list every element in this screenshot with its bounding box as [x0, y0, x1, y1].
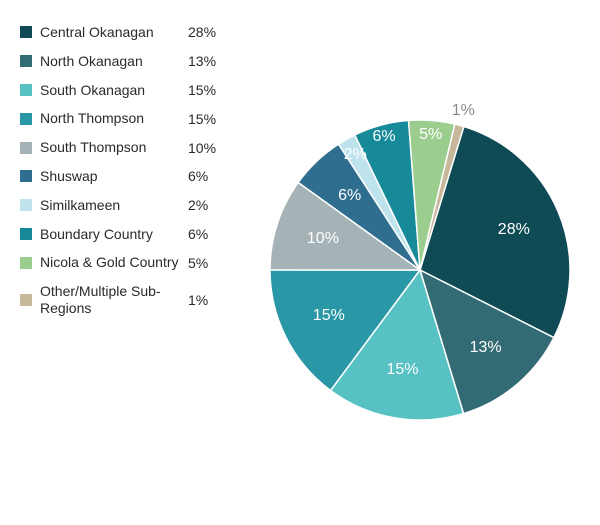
legend-swatch — [20, 257, 32, 269]
legend-percent: 15% — [188, 111, 230, 127]
slice-label: 15% — [386, 361, 418, 379]
legend-row: Other/Multiple Sub-Regions 1% — [20, 283, 230, 317]
legend-swatch — [20, 228, 32, 240]
legend-swatch — [20, 294, 32, 306]
slice-label: 28% — [498, 221, 530, 239]
slice-label: 1% — [452, 102, 475, 120]
legend-label: Other/Multiple Sub-Regions — [40, 283, 180, 317]
legend-label: North Thompson — [40, 110, 180, 127]
legend-swatch — [20, 55, 32, 67]
legend-row: Nicola & Gold Country 5% — [20, 254, 230, 271]
legend-swatch — [20, 170, 32, 182]
legend-percent: 10% — [188, 140, 230, 156]
legend-percent: 1% — [188, 292, 230, 308]
slice-label: 5% — [419, 126, 442, 144]
legend-swatch — [20, 113, 32, 125]
slice-label: 6% — [373, 128, 396, 146]
legend-row: South Okanagan 15% — [20, 82, 230, 99]
legend-percent: 13% — [188, 53, 230, 69]
legend-label: South Thompson — [40, 139, 180, 156]
legend-row: Central Okanagan 28% — [20, 24, 230, 41]
legend-row: Boundary Country 6% — [20, 226, 230, 243]
legend-percent: 6% — [188, 226, 230, 242]
legend: Central Okanagan 28% North Okanagan 13% Sout… — [20, 20, 230, 317]
legend-percent: 6% — [188, 168, 230, 184]
legend-percent: 15% — [188, 82, 230, 98]
legend-swatch — [20, 142, 32, 154]
legend-row: Similkameen 2% — [20, 197, 230, 214]
legend-label: South Okanagan — [40, 82, 180, 99]
legend-row: South Thompson 10% — [20, 139, 230, 156]
slice-label: 13% — [470, 339, 502, 357]
legend-label: North Okanagan — [40, 53, 180, 70]
slice-label: 2% — [344, 146, 367, 164]
legend-label: Similkameen — [40, 197, 180, 214]
slice-label: 6% — [338, 187, 361, 205]
pie-chart-area: 28% 13% 15% 15% 10% 6% 2% 6% 5% 1% — [230, 20, 580, 505]
legend-swatch — [20, 26, 32, 38]
legend-swatch — [20, 84, 32, 96]
legend-row: North Okanagan 13% — [20, 53, 230, 70]
legend-label: Boundary Country — [40, 226, 180, 243]
chart-container: Central Okanagan 28% North Okanagan 13% Sout… — [0, 0, 600, 525]
slice-label: 10% — [307, 230, 339, 248]
slice-label: 15% — [313, 307, 345, 325]
legend-percent: 28% — [188, 24, 230, 40]
legend-percent: 2% — [188, 197, 230, 213]
pie-chart — [260, 110, 580, 430]
legend-percent: 5% — [188, 255, 230, 271]
legend-label: Shuswap — [40, 168, 180, 185]
legend-row: Shuswap 6% — [20, 168, 230, 185]
legend-label: Central Okanagan — [40, 24, 180, 41]
legend-label: Nicola & Gold Country — [40, 254, 180, 271]
legend-swatch — [20, 199, 32, 211]
legend-row: North Thompson 15% — [20, 110, 230, 127]
